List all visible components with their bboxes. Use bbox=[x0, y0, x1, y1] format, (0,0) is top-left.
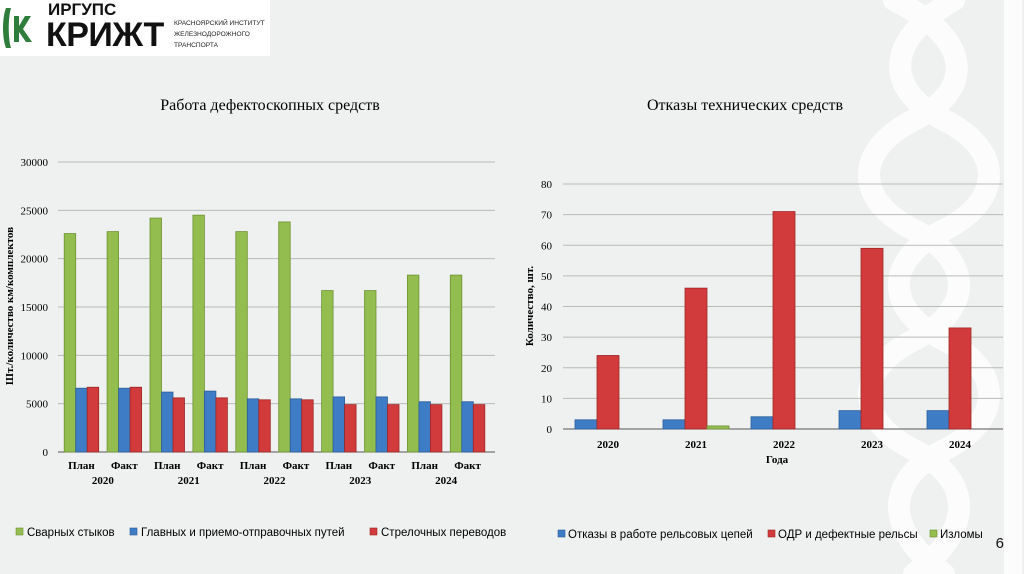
logo-text-line-3: ТРАНСПОРТА bbox=[174, 42, 219, 49]
logo-text-line-2: ЖЕЛЕЗНОДОРОЖНОГО bbox=[174, 31, 250, 38]
bar-green-5 bbox=[278, 221, 291, 453]
bar-red-4 bbox=[948, 327, 972, 430]
y-tick-label: 20 bbox=[541, 363, 553, 375]
bar-red-2 bbox=[172, 397, 185, 453]
bar-green-1 bbox=[706, 425, 730, 430]
legend-swatch bbox=[557, 529, 566, 538]
bar-red-2 bbox=[772, 211, 796, 430]
logo-emblem-icon bbox=[3, 8, 32, 48]
x-tick-label: Факт bbox=[111, 460, 138, 472]
logo-short-name: ИРГУПС bbox=[48, 0, 117, 19]
bar-red-0 bbox=[86, 386, 100, 453]
x-tick-label: 2020 bbox=[597, 439, 620, 451]
x-tick-label: 2024 bbox=[949, 439, 972, 451]
x-tick-label: План bbox=[326, 460, 353, 472]
bar-red-1 bbox=[129, 386, 143, 453]
legend-label: ОДР и дефектные рельсы bbox=[778, 529, 918, 541]
bar-green-0 bbox=[63, 233, 77, 453]
x-tick-label: 2021 bbox=[685, 439, 707, 451]
y-tick-label: 10 bbox=[541, 393, 553, 405]
x-tick-label: Факт bbox=[283, 460, 310, 472]
page-number: 6 bbox=[995, 535, 1004, 552]
group-label: 2022 bbox=[264, 475, 287, 487]
y-tick-label: 0 bbox=[547, 424, 553, 436]
y-tick-label: 5000 bbox=[26, 399, 49, 411]
legend-label: Сварных стыков bbox=[27, 527, 115, 539]
bar-red-7 bbox=[387, 404, 400, 453]
x-tick-label: План bbox=[240, 460, 267, 472]
logo-text-line-1: КРАСНОЯРСКИЙ ИНСТИТУТ bbox=[174, 20, 265, 27]
y-tick-label: 25000 bbox=[21, 205, 49, 217]
legend-label: Изломы bbox=[940, 529, 983, 541]
bar-red-8 bbox=[429, 404, 443, 453]
bar-blue-0 bbox=[574, 419, 598, 430]
institute-logo: ИРГУПС КРИЖТ КРАСНОЯРСКИЙ ИНСТИТУТ ЖЕЛЕЗ… bbox=[0, 0, 270, 56]
x-tick-label: Факт bbox=[454, 460, 481, 472]
y-tick-label: 0 bbox=[43, 447, 49, 459]
x-tick-label: 2023 bbox=[861, 439, 884, 451]
bar-blue-3 bbox=[838, 410, 862, 430]
legend-swatch bbox=[129, 527, 138, 536]
x-axis-label: Года bbox=[766, 454, 789, 466]
x-tick-label: План bbox=[411, 460, 438, 472]
legend-swatch bbox=[369, 527, 378, 536]
y-tick-label: 30 bbox=[541, 332, 553, 344]
y-tick-label: 20000 bbox=[21, 254, 49, 266]
bar-green-1 bbox=[106, 231, 119, 453]
bar-green-2 bbox=[149, 217, 162, 453]
bar-blue-2 bbox=[750, 416, 774, 430]
legend-swatch bbox=[15, 527, 24, 536]
legend-label: Главных и приемо-отправочных путей bbox=[141, 527, 345, 539]
x-tick-label: 2022 bbox=[773, 439, 796, 451]
bar-green-9 bbox=[449, 274, 463, 453]
chart-title: Отказы технических средств bbox=[647, 97, 843, 114]
x-tick-label: Факт bbox=[368, 460, 395, 472]
group-label: 2023 bbox=[349, 475, 372, 487]
bar-red-9 bbox=[472, 404, 486, 453]
legend-swatch bbox=[767, 529, 776, 538]
y-tick-label: 10000 bbox=[21, 350, 49, 362]
bar-red-1 bbox=[684, 287, 708, 430]
y-tick-label: 50 bbox=[541, 271, 553, 283]
decorative-pattern bbox=[858, 0, 1022, 574]
y-tick-label: 40 bbox=[541, 302, 553, 314]
bar-green-7 bbox=[364, 290, 377, 453]
bar-green-3 bbox=[192, 214, 205, 453]
bar-red-3 bbox=[860, 247, 884, 430]
y-axis-label: Количество, шт. bbox=[524, 266, 536, 347]
legend-swatch bbox=[929, 529, 938, 538]
group-label: 2020 bbox=[92, 475, 115, 487]
y-tick-label: 30000 bbox=[21, 157, 49, 169]
x-tick-label: План bbox=[154, 460, 181, 472]
y-tick-label: 15000 bbox=[21, 302, 49, 314]
bar-red-5 bbox=[301, 399, 314, 453]
bar-green-4 bbox=[235, 231, 248, 453]
bar-red-6 bbox=[344, 404, 357, 453]
y-tick-label: 60 bbox=[541, 240, 553, 252]
y-tick-label: 80 bbox=[541, 179, 553, 191]
x-tick-label: Факт bbox=[197, 460, 224, 472]
legend-label: Стрелочных переводов bbox=[381, 527, 506, 539]
y-axis-label: Шт./количество км/комплектов bbox=[4, 227, 16, 385]
legend-label: Отказы в работе рельсовых цепей bbox=[568, 529, 753, 541]
group-label: 2021 bbox=[178, 475, 200, 487]
bar-green-8 bbox=[406, 274, 420, 453]
bar-blue-4 bbox=[926, 410, 950, 430]
bar-red-4 bbox=[258, 399, 271, 453]
bar-red-3 bbox=[215, 397, 228, 453]
bar-red-0 bbox=[596, 355, 620, 430]
x-tick-label: План bbox=[68, 460, 95, 472]
group-label: 2024 bbox=[435, 475, 458, 487]
bar-green-6 bbox=[321, 290, 334, 453]
y-tick-label: 70 bbox=[541, 210, 553, 222]
logo-abbreviation: КРИЖТ bbox=[46, 16, 164, 54]
chart-title: Работа дефектоскопных средств bbox=[160, 97, 380, 114]
bar-blue-1 bbox=[662, 419, 686, 430]
